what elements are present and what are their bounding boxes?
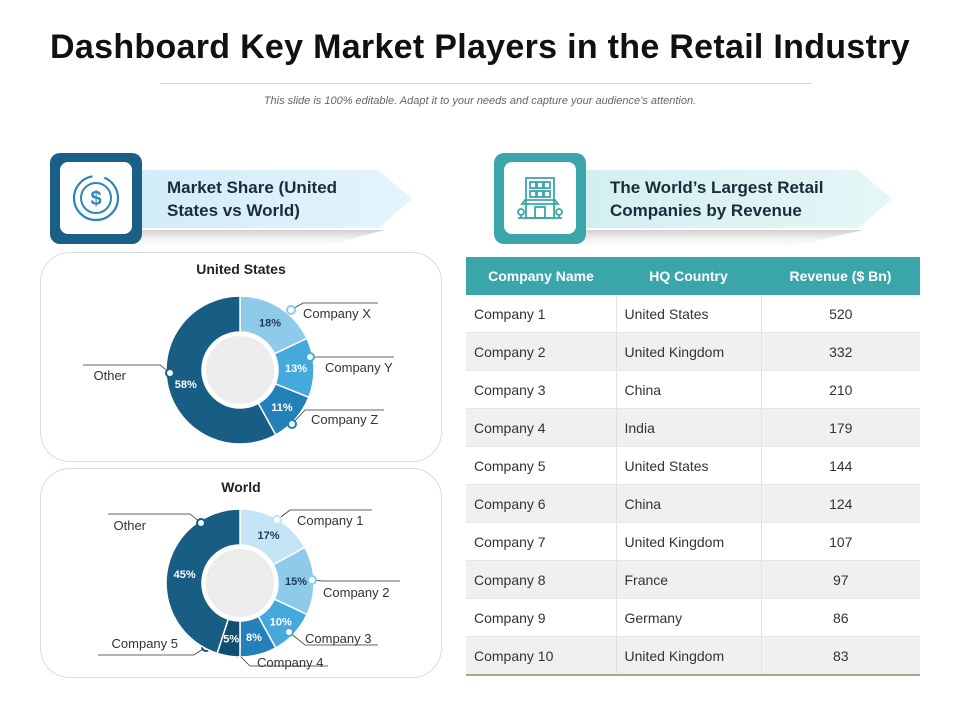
dollar-coin-icon: $ bbox=[72, 174, 120, 222]
cell-country: United Kingdom bbox=[616, 522, 762, 561]
cell-revenue: 210 bbox=[761, 370, 920, 409]
cell-revenue: 107 bbox=[761, 522, 920, 561]
callout-dot bbox=[196, 518, 206, 528]
slice-category-label: Company X bbox=[303, 306, 371, 321]
title-divider bbox=[160, 83, 812, 84]
cell-country: Germany bbox=[616, 598, 762, 637]
donut-hole bbox=[202, 332, 278, 408]
cell-company: Company 3 bbox=[466, 370, 617, 409]
callout-line bbox=[288, 631, 378, 646]
right-banner-arrow bbox=[583, 170, 892, 250]
slice-category-label: Company Y bbox=[325, 360, 393, 375]
page-title: Dashboard Key Market Players in the Reta… bbox=[50, 28, 910, 66]
slice-value-label: 11% bbox=[271, 402, 293, 414]
cell-company: Company 1 bbox=[466, 295, 617, 333]
cell-company: Company 6 bbox=[466, 484, 617, 523]
donut-hole bbox=[202, 545, 278, 621]
cell-revenue: 144 bbox=[761, 446, 920, 485]
table-row: Company 8 France 97 bbox=[466, 560, 920, 599]
table-row: Company 9 Germany 86 bbox=[466, 598, 920, 637]
callout-line bbox=[311, 579, 400, 582]
cell-country: United States bbox=[616, 446, 762, 485]
us-chart-title: United States bbox=[196, 261, 286, 277]
table-row: Company 2 United Kingdom 332 bbox=[466, 332, 920, 371]
slice-category-label: Company Z bbox=[311, 412, 378, 427]
slice-category-label: Company 2 bbox=[323, 585, 389, 600]
slice-value-label: 13% bbox=[285, 363, 307, 375]
cell-country: United Kingdom bbox=[616, 636, 762, 676]
col-header-revenue: Revenue ($ Bn) bbox=[761, 257, 920, 295]
world-chart-title: World bbox=[221, 479, 261, 495]
svg-text:$: $ bbox=[90, 188, 101, 210]
slice-category-label: Company 3 bbox=[305, 631, 371, 646]
cell-company: Company 5 bbox=[466, 446, 617, 485]
left-banner-arrow bbox=[140, 170, 412, 250]
col-header-company: Company Name bbox=[466, 257, 616, 295]
cell-company: Company 10 bbox=[466, 636, 617, 676]
slice-value-label: 10% bbox=[270, 616, 292, 628]
cell-company: Company 9 bbox=[466, 598, 617, 637]
cell-revenue: 520 bbox=[761, 295, 920, 333]
slice-value-label: 15% bbox=[285, 576, 307, 588]
slice-value-label: 8% bbox=[246, 632, 262, 644]
cell-country: India bbox=[616, 408, 762, 447]
callout-line bbox=[276, 509, 372, 521]
cell-country: China bbox=[616, 370, 762, 409]
right-banner-title: The World’s Largest Retail Companies by … bbox=[610, 178, 824, 220]
slice-category-label: Company 5 bbox=[112, 636, 178, 651]
store-building-icon bbox=[517, 177, 563, 219]
slice-category-label: Other bbox=[113, 518, 146, 533]
table-row: Company 1 United States 520 bbox=[466, 295, 920, 333]
slice-category-label: Company 1 bbox=[297, 513, 363, 528]
cell-country: France bbox=[616, 560, 762, 599]
callout-dot bbox=[286, 305, 296, 315]
slice-value-label: 45% bbox=[174, 569, 196, 581]
cell-country: China bbox=[616, 484, 762, 523]
slice-value-label: 17% bbox=[257, 530, 279, 542]
table-row: Company 10 United Kingdom 83 bbox=[466, 636, 920, 676]
page-subtitle: This slide is 100% editable. Adapt it to… bbox=[263, 95, 697, 107]
callout-dot bbox=[287, 419, 297, 429]
slice-category-label: Company 4 bbox=[257, 655, 323, 670]
cell-revenue: 83 bbox=[761, 636, 920, 676]
cell-revenue: 124 bbox=[761, 484, 920, 523]
cell-country: United States bbox=[616, 295, 762, 333]
cell-revenue: 179 bbox=[761, 408, 920, 447]
left-banner-title: Market Share (United States vs World) bbox=[167, 178, 338, 220]
table-row: Company 7 United Kingdom 107 bbox=[466, 522, 920, 561]
callout-dot bbox=[307, 575, 317, 585]
cell-revenue: 86 bbox=[761, 598, 920, 637]
table-row: Company 6 China 124 bbox=[466, 484, 920, 523]
callout-dot bbox=[165, 368, 175, 378]
slice-category-label: Other bbox=[93, 368, 126, 383]
slice-value-label: 5% bbox=[223, 633, 239, 645]
table-header-row: Company Name HQ Country Revenue ($ Bn) bbox=[466, 257, 920, 295]
callout-dot bbox=[284, 627, 294, 637]
table-row: Company 4 India 179 bbox=[466, 408, 920, 447]
callout-dot bbox=[305, 352, 315, 362]
cell-company: Company 7 bbox=[466, 522, 617, 561]
left-banner-icon-frame: $ bbox=[50, 153, 142, 244]
cell-company: Company 8 bbox=[466, 560, 617, 599]
table-row: Company 5 United States 144 bbox=[466, 446, 920, 485]
right-banner-icon-frame bbox=[494, 153, 586, 244]
table-row: Company 3 China 210 bbox=[466, 370, 920, 409]
cell-revenue: 97 bbox=[761, 560, 920, 599]
slice-value-label: 18% bbox=[259, 318, 281, 330]
revenue-table: Company Name HQ Country Revenue ($ Bn) C… bbox=[466, 257, 920, 676]
callout-dot bbox=[272, 515, 282, 525]
callout-line bbox=[236, 652, 328, 667]
cell-revenue: 332 bbox=[761, 332, 920, 371]
col-header-country: HQ Country bbox=[616, 257, 761, 295]
cell-country: United Kingdom bbox=[616, 332, 762, 371]
cell-company: Company 2 bbox=[466, 332, 617, 371]
slice-value-label: 58% bbox=[175, 379, 197, 391]
callout-line bbox=[291, 409, 384, 425]
cell-company: Company 4 bbox=[466, 408, 617, 447]
